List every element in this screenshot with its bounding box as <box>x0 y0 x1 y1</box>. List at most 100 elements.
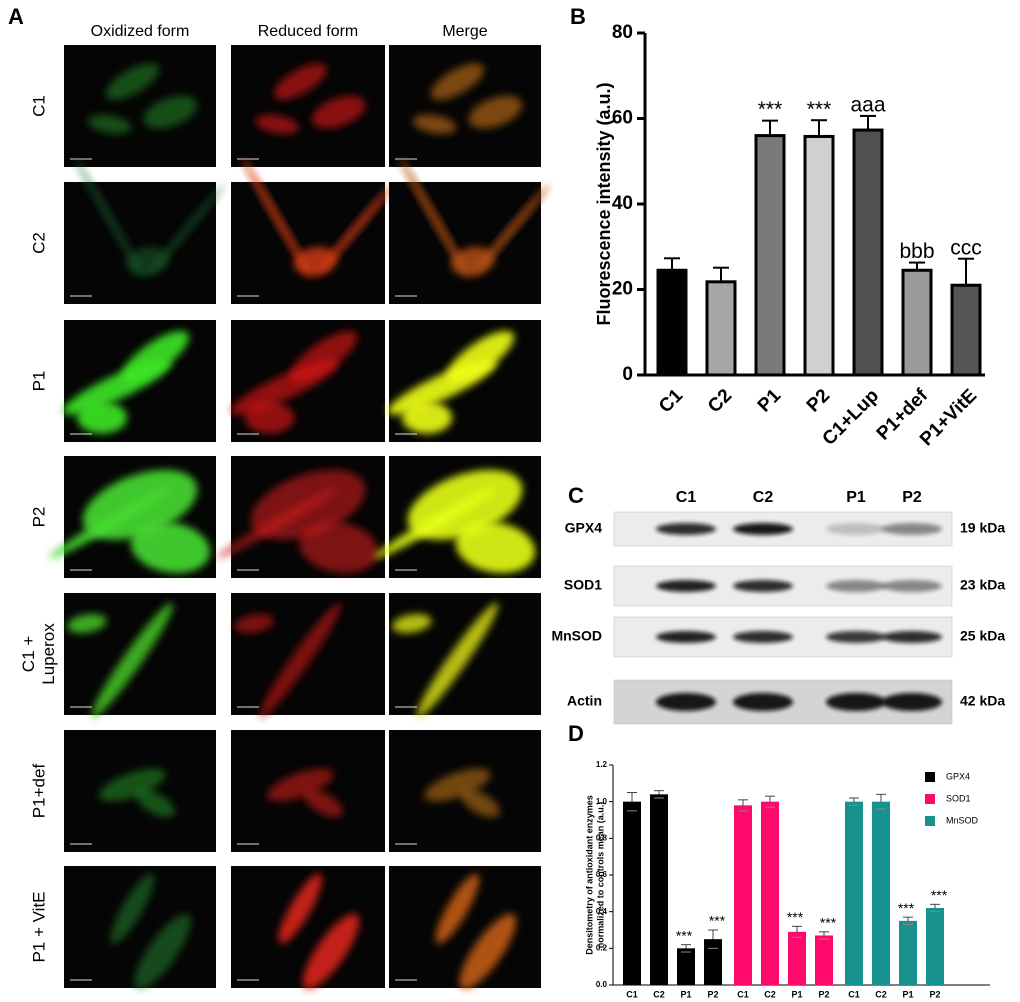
cell <box>130 521 211 574</box>
bar <box>650 794 668 985</box>
micrograph <box>64 866 216 990</box>
x-tick-label: P2 <box>707 989 718 999</box>
cell <box>234 613 274 634</box>
micrograph <box>64 593 216 718</box>
cell <box>74 157 145 280</box>
cell <box>299 521 379 574</box>
cell <box>242 157 313 280</box>
cell <box>273 63 327 100</box>
protein-size: 19 kDa <box>960 520 1005 536</box>
bar <box>926 908 944 985</box>
cell <box>244 401 295 434</box>
blot-band <box>882 631 942 643</box>
row-label: C1 +Luperox <box>19 623 58 685</box>
protein-size: 42 kDa <box>960 693 1005 709</box>
bar <box>761 801 779 985</box>
micrograph-bg <box>64 182 216 304</box>
micrograph <box>389 45 541 167</box>
legend-swatch <box>925 816 935 826</box>
cell <box>315 184 393 277</box>
micrograph <box>389 593 541 718</box>
bar <box>623 801 641 985</box>
row-label: P1+def <box>29 764 48 819</box>
blot-band <box>733 580 793 592</box>
blot-band <box>882 693 942 711</box>
y-tick-label: 0.6 <box>596 870 608 879</box>
protein-label: Actin <box>567 693 602 709</box>
micrograph-bg <box>389 182 541 304</box>
blot-band <box>826 580 886 592</box>
significance-label: *** <box>676 927 693 943</box>
cell <box>435 873 480 944</box>
cell <box>48 487 171 559</box>
significance-label: *** <box>787 909 804 925</box>
x-tick-label: C1 <box>737 989 749 999</box>
bar <box>788 931 806 985</box>
protein-label: SOD1 <box>564 577 602 593</box>
significance-label: *** <box>898 900 915 916</box>
cell <box>135 789 175 818</box>
cell <box>87 114 132 134</box>
bar <box>845 801 863 985</box>
blot-band <box>882 580 942 592</box>
legend-swatch <box>925 794 935 804</box>
blot-band <box>656 631 716 643</box>
x-tick-label: P1 <box>791 989 802 999</box>
cell <box>416 602 499 718</box>
lane-label: C1 <box>676 489 697 506</box>
x-tick-label: C2 <box>704 385 736 417</box>
protein-size: 23 kDa <box>960 577 1005 593</box>
cell <box>146 184 225 277</box>
bar <box>815 935 833 985</box>
micrograph <box>389 157 550 304</box>
blot-band <box>733 631 793 643</box>
lane-label: C2 <box>753 489 774 506</box>
y-tick-label: 80 <box>612 22 633 43</box>
cell <box>91 602 174 718</box>
bar <box>704 939 722 985</box>
blot-band <box>656 523 716 535</box>
micrograph <box>387 320 541 442</box>
cell <box>259 602 342 718</box>
row-label: C2 <box>29 232 48 254</box>
x-tick-label: C2 <box>875 989 887 999</box>
blot-band <box>656 693 716 711</box>
y-tick-label: 0.8 <box>596 833 608 842</box>
y-tick-label: 0.0 <box>596 980 608 989</box>
significance-label: *** <box>709 913 726 929</box>
cell <box>392 613 432 634</box>
x-tick-label: C1 <box>655 385 687 417</box>
y-tick-label: 40 <box>612 193 633 214</box>
panel-label: C <box>568 483 584 508</box>
x-tick-label: P2 <box>929 989 940 999</box>
cell <box>402 401 452 434</box>
y-tick-label: 0.4 <box>596 907 608 916</box>
protein-label: MnSOD <box>551 628 602 644</box>
legend-swatch <box>925 772 935 782</box>
x-tick-label: C1 <box>848 989 860 999</box>
cell <box>424 768 491 802</box>
significance-label: ccc <box>950 236 982 259</box>
micrograph <box>231 157 393 304</box>
micrograph-bg <box>231 182 385 304</box>
significance-label: bbb <box>899 240 934 263</box>
micrograph <box>231 730 385 852</box>
y-tick-label: 0.2 <box>596 943 608 952</box>
micrograph <box>216 456 385 578</box>
cell <box>399 157 470 280</box>
micrograph <box>64 730 216 852</box>
x-tick-label: P1 <box>754 385 786 417</box>
row-label: P2 <box>29 507 48 528</box>
cell <box>62 359 172 415</box>
cell <box>105 63 160 100</box>
micrograph <box>231 866 385 990</box>
lane-label: P2 <box>902 489 922 506</box>
cell <box>216 487 338 559</box>
cell <box>255 114 299 134</box>
cell <box>230 359 340 415</box>
bar <box>901 268 933 377</box>
protein-label: GPX4 <box>565 520 603 536</box>
cell <box>67 613 107 634</box>
blot-band <box>656 580 716 592</box>
